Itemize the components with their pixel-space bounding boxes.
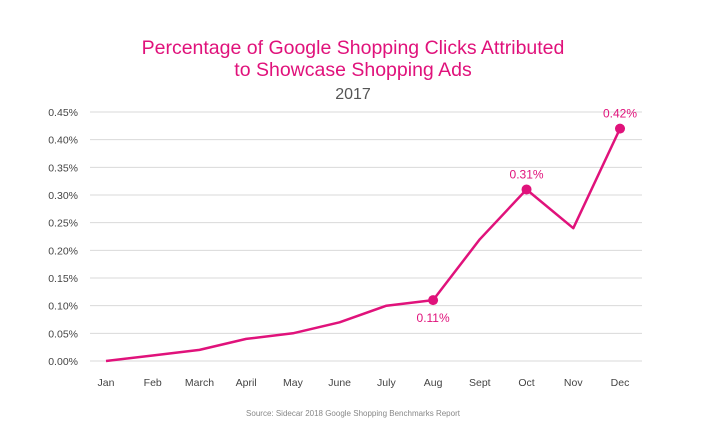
x-tick-label: April [236,377,257,389]
chart-title-line-1: Percentage of Google Shopping Clicks Att… [142,37,565,59]
data-label: 0.31% [510,167,544,181]
data-label: 0.11% [417,311,450,325]
y-tick-label: 0.25% [48,218,78,230]
y-tick-label: 0.15% [48,273,78,285]
data-point-marker [615,123,625,134]
x-axis-ticks: Jan Feb March April May June July Aug Sept Oct Nov… [98,377,630,389]
data-point-marker [521,184,532,195]
x-tick-label: Aug [424,377,443,389]
y-tick-label: 0.35% [48,162,78,174]
x-tick-label: March [185,377,214,389]
chart-source: Source: Sidecar 2018 Google Shopping Ben… [246,409,461,418]
x-tick-label: Nov [564,377,583,389]
y-tick-label: 0.20% [48,245,78,257]
series-line [105,128,622,363]
y-tick-label: 0.30% [48,190,78,202]
gridlines [90,111,642,362]
chart-title-line-2: to Showcase Shopping Ads [234,59,472,81]
x-tick-label: Feb [144,377,162,389]
y-tick-label: 0.00% [48,356,78,368]
y-axis-ticks: 0.00% 0.05% 0.10% 0.15% 0.20% 0.25% 0.30% 0.35%… [48,107,78,368]
y-tick-label: 0.45% [48,107,78,119]
chart-subtitle: 2017 [335,86,371,103]
series [105,128,622,363]
y-tick-label: 0.10% [48,301,78,313]
x-tick-label: May [283,377,304,389]
y-tick-label: 0.05% [48,328,78,340]
data-point-marker [428,295,439,306]
x-tick-label: Dec [611,377,630,389]
x-tick-label: July [377,377,396,389]
x-tick-label: Oct [518,377,534,389]
data-label: 0.42% [603,107,637,121]
x-tick-label: June [328,377,351,389]
data-labels: 0.11% 0.31% 0.42% [417,107,638,326]
x-tick-label: Jan [98,377,115,389]
x-tick-label: Sept [469,377,491,389]
y-tick-label: 0.40% [48,135,78,147]
